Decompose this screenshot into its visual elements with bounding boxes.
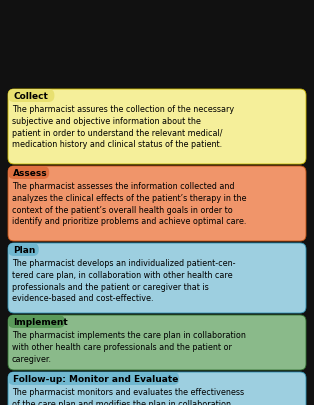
FancyBboxPatch shape xyxy=(8,90,306,164)
Text: The pharmacist implements the care plan in collaboration
with other health care : The pharmacist implements the care plan … xyxy=(12,330,246,363)
FancyBboxPatch shape xyxy=(8,166,306,241)
FancyBboxPatch shape xyxy=(8,372,179,385)
FancyBboxPatch shape xyxy=(8,243,39,256)
Text: Follow-up: Monitor and Evaluate: Follow-up: Monitor and Evaluate xyxy=(13,374,178,383)
FancyBboxPatch shape xyxy=(8,166,49,179)
Text: Implement: Implement xyxy=(13,317,68,326)
Text: The pharmacist monitors and evaluates the effectiveness
of the care plan and mod: The pharmacist monitors and evaluates th… xyxy=(12,387,244,405)
Text: Plan: Plan xyxy=(13,245,35,254)
Text: The pharmacist develops an individualized patient-cen-
tered care plan, in colla: The pharmacist develops an individualize… xyxy=(12,258,235,303)
FancyBboxPatch shape xyxy=(8,372,306,405)
Text: Assess: Assess xyxy=(13,168,48,177)
Text: The pharmacist assures the collection of the necessary
subjective and objective : The pharmacist assures the collection of… xyxy=(12,105,234,149)
FancyBboxPatch shape xyxy=(8,90,54,103)
FancyBboxPatch shape xyxy=(8,315,65,328)
Text: Collect: Collect xyxy=(13,92,48,101)
FancyBboxPatch shape xyxy=(8,315,306,370)
FancyBboxPatch shape xyxy=(8,243,306,313)
Text: The pharmacist assesses the information collected and
analyzes the clinical effe: The pharmacist assesses the information … xyxy=(12,181,246,226)
